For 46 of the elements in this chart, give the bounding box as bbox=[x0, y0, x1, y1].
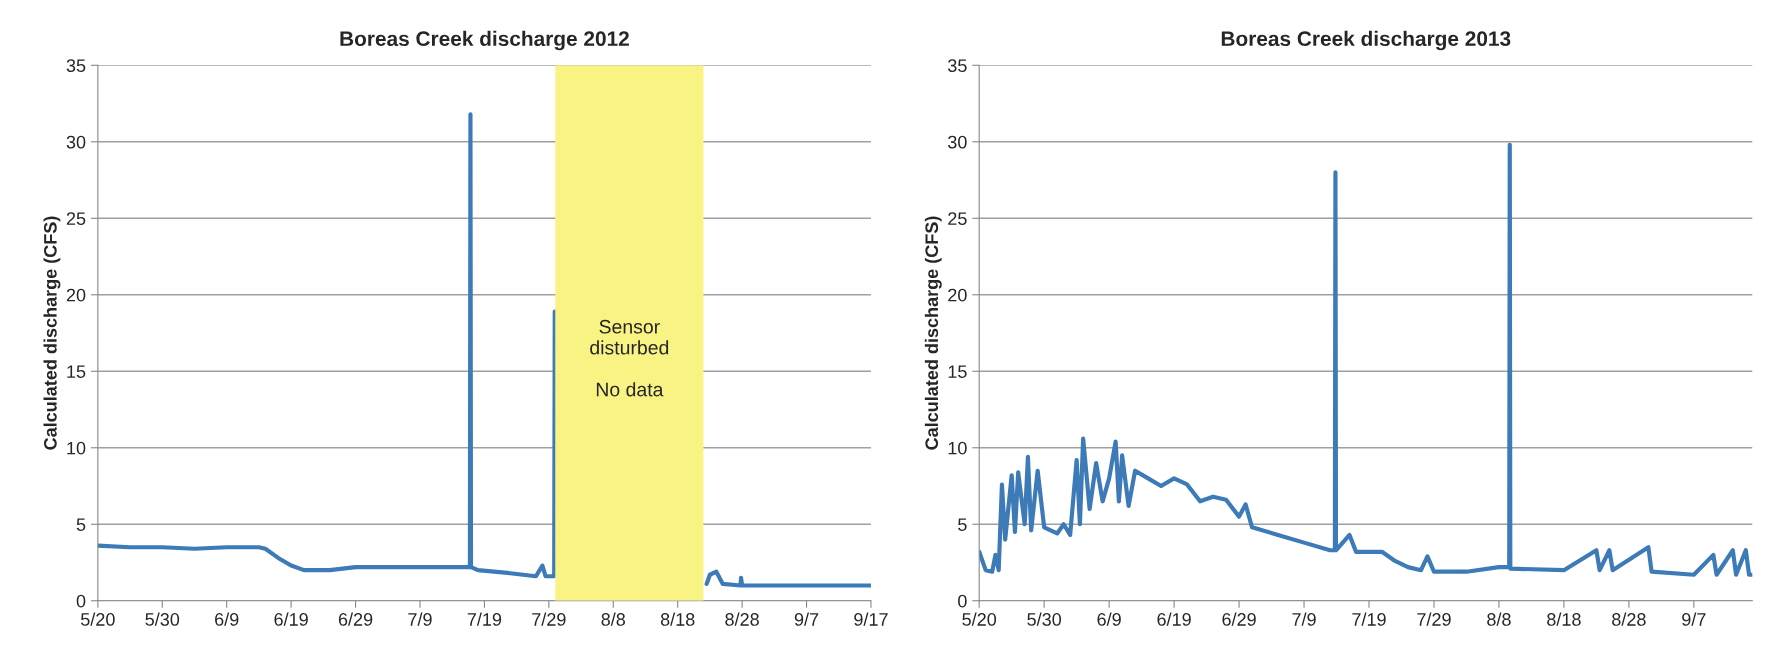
y-tick-label: 10 bbox=[948, 441, 967, 455]
x-tick-label: 8/18 bbox=[660, 612, 695, 626]
y-tick-label: 25 bbox=[66, 212, 86, 226]
x-tick-label: 9/17 bbox=[854, 612, 888, 626]
y-tick-label: 30 bbox=[948, 135, 967, 149]
x-tick-label: 7/9 bbox=[408, 612, 432, 626]
x-tick-label: 9/7 bbox=[794, 612, 819, 626]
y-tick-label: 0 bbox=[76, 594, 86, 608]
x-tick-label: 5/20 bbox=[81, 612, 115, 626]
x-tick-label: 6/29 bbox=[338, 612, 373, 626]
y-tick-label: 15 bbox=[948, 365, 967, 378]
x-tick-label: 9/7 bbox=[1682, 612, 1706, 626]
x-tick-label: 8/8 bbox=[1487, 612, 1511, 626]
y-tick-label: 30 bbox=[66, 135, 86, 149]
y-tick-label: 20 bbox=[66, 288, 86, 302]
x-tick-label: 7/9 bbox=[1292, 612, 1316, 626]
x-tick-label: 7/29 bbox=[1417, 612, 1451, 626]
y-tick-label: 35 bbox=[66, 59, 86, 73]
y-tick-label: 10 bbox=[67, 441, 86, 455]
y-tick-label: 5 bbox=[76, 518, 86, 531]
chart-title: Boreas Creek discharge 2012 bbox=[340, 30, 629, 51]
y-tick-label: 15 bbox=[67, 365, 86, 378]
x-tick-label: 6/19 bbox=[1157, 612, 1191, 626]
y-axis-title: Calculated discharge (CFS) bbox=[924, 216, 942, 450]
x-tick-label: 5/20 bbox=[962, 612, 997, 626]
x-tick-label: 6/19 bbox=[274, 612, 308, 626]
x-tick-label: 8/28 bbox=[725, 612, 759, 626]
x-tick-label: 5/30 bbox=[1027, 612, 1062, 626]
x-tick-label: 7/19 bbox=[467, 612, 502, 626]
x-tick-label: 6/9 bbox=[1097, 612, 1121, 626]
x-tick-label: 7/19 bbox=[1352, 612, 1386, 626]
x-tick-label: 6/29 bbox=[1222, 612, 1256, 626]
x-tick-label: 7/29 bbox=[532, 612, 566, 626]
chart-title: Boreas Creek discharge 2013 bbox=[1221, 30, 1511, 51]
x-tick-label: 8/18 bbox=[1547, 612, 1581, 626]
x-tick-label: 5/30 bbox=[145, 612, 180, 626]
y-axis-title: Calculated discharge (CFS) bbox=[43, 216, 61, 450]
y-tick-label: 0 bbox=[958, 594, 967, 608]
text: Sensor disturbed No data bbox=[590, 319, 669, 397]
y-tick-label: 35 bbox=[948, 59, 967, 73]
y-tick-label: 20 bbox=[948, 288, 967, 302]
x-tick-label: 6/9 bbox=[215, 612, 239, 626]
y-tick-label: 25 bbox=[948, 212, 967, 226]
x-tick-label: 8/28 bbox=[1612, 612, 1646, 626]
y-tick-label: 5 bbox=[958, 518, 967, 531]
x-tick-label: 8/8 bbox=[601, 612, 626, 626]
